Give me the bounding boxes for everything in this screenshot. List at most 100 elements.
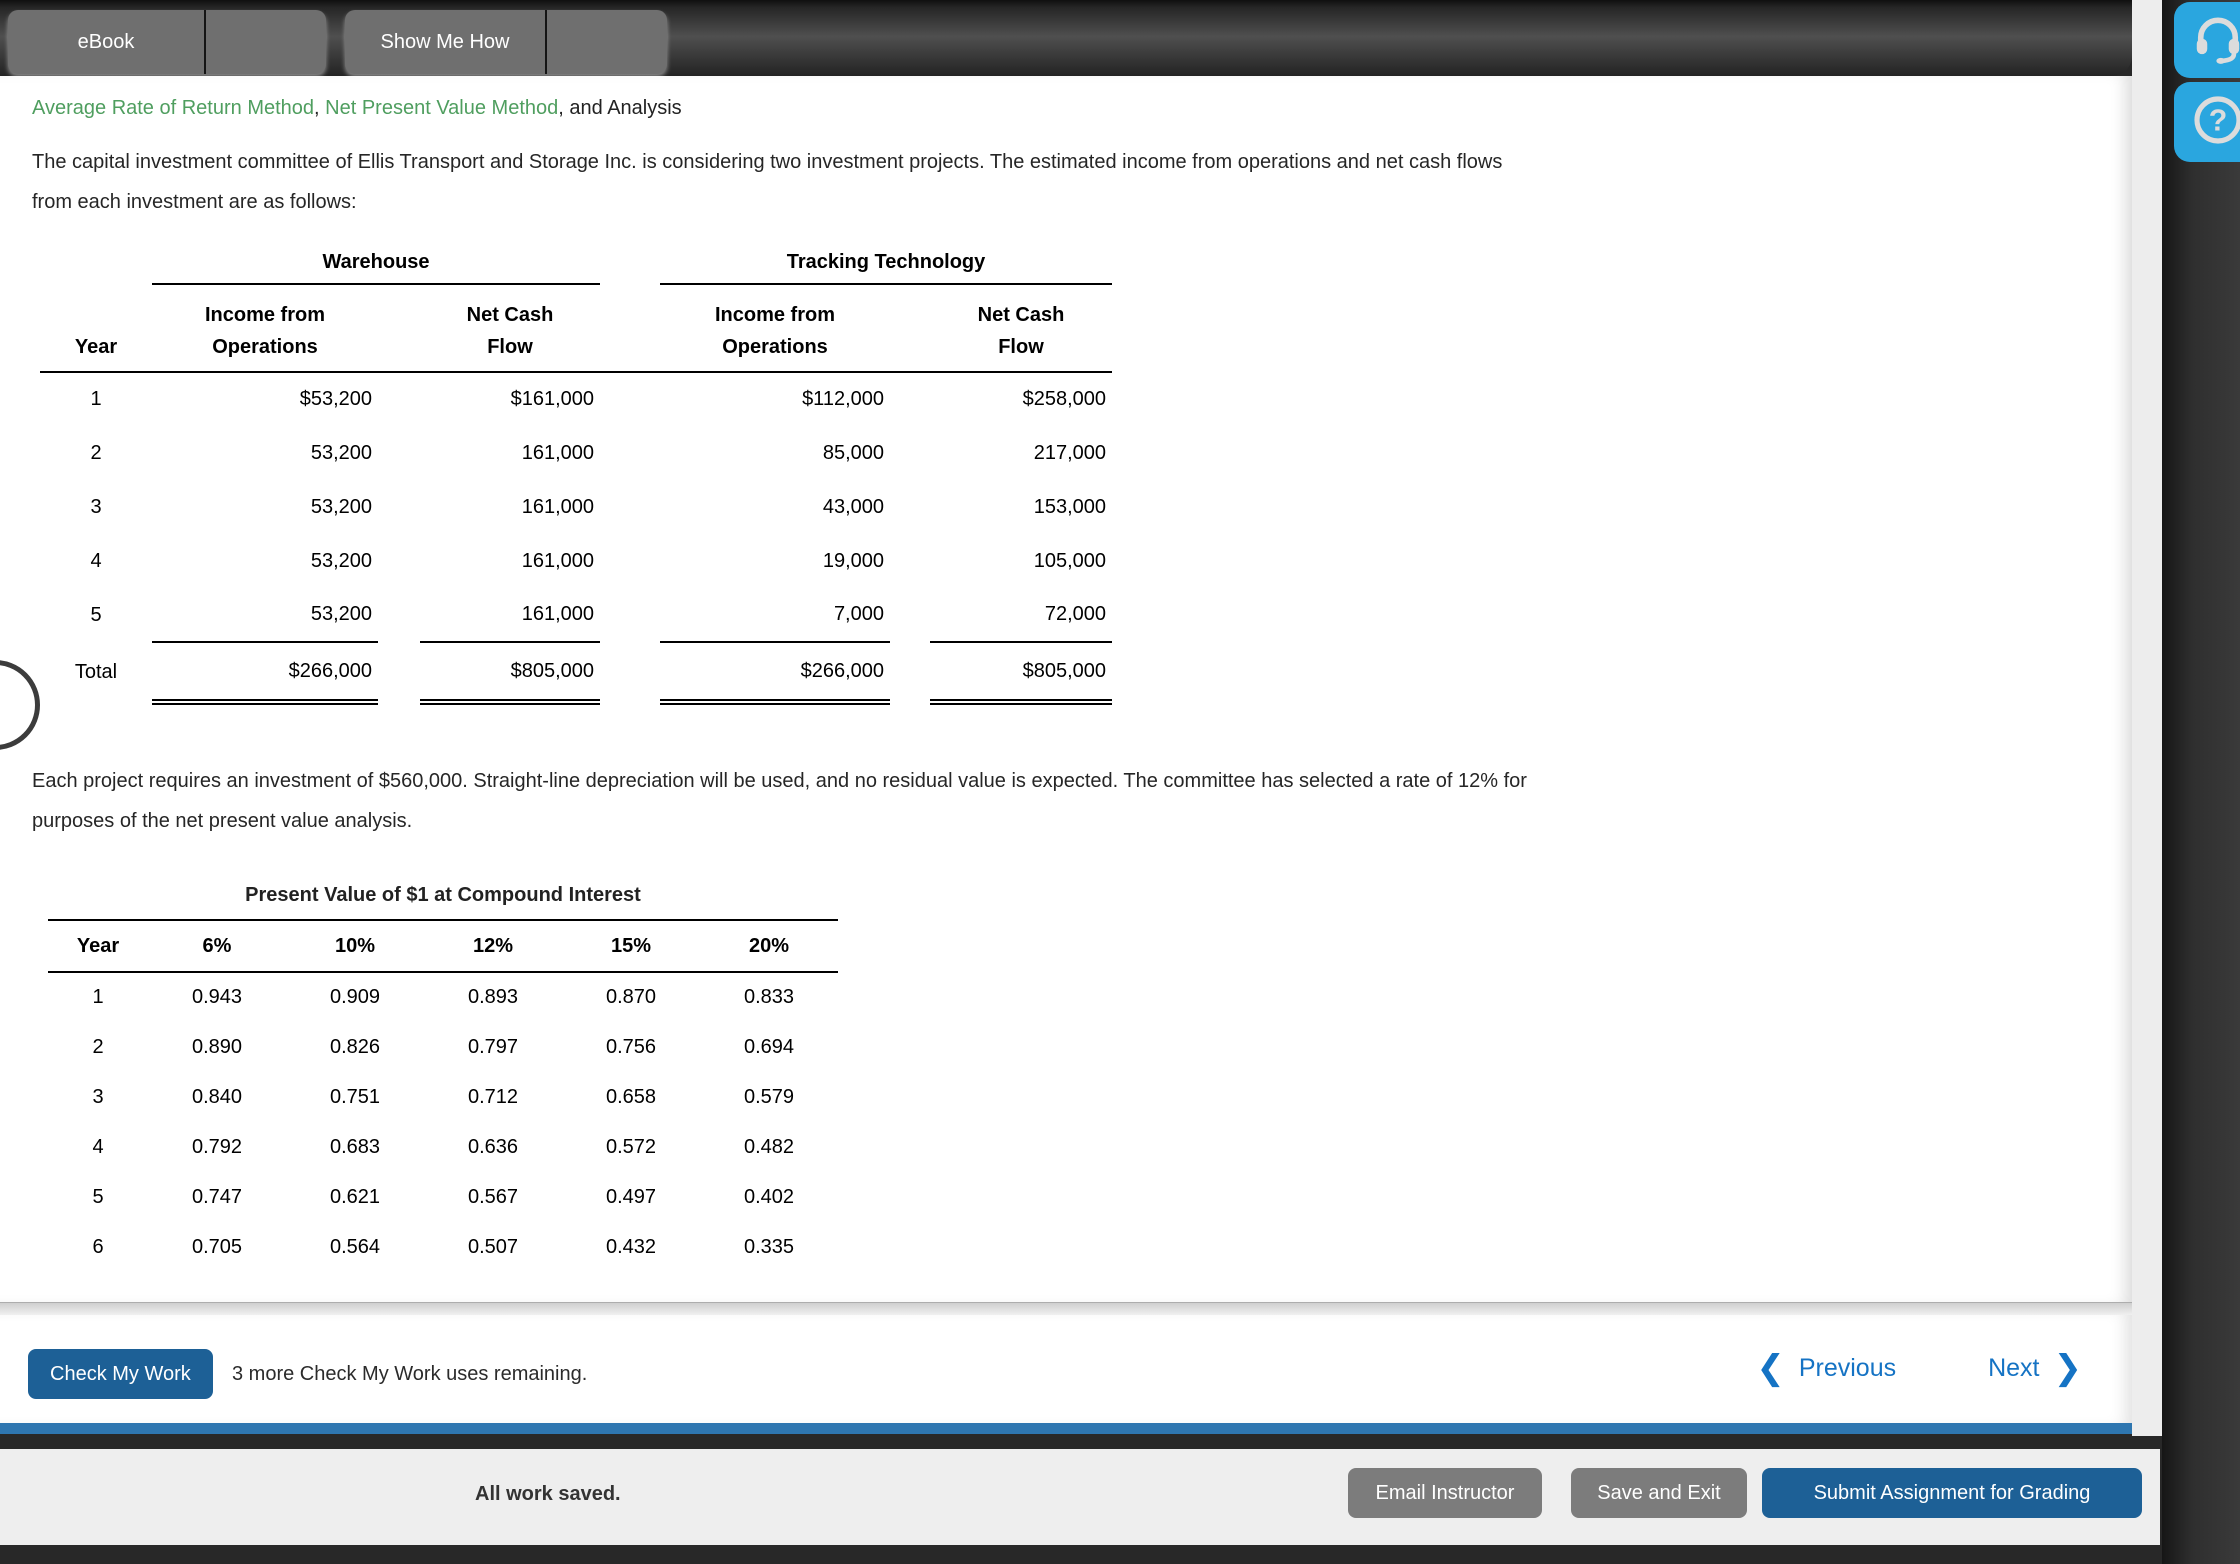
cashflow-group-header-row: Warehouse Tracking Technology: [40, 242, 1112, 284]
investment-line-2: purposes of the net present value analys…: [32, 810, 412, 832]
pv-row-year-5: 5 0.747 0.621 0.567 0.497 0.402: [48, 1172, 838, 1222]
cell-warehouse-income: $53,200: [152, 372, 378, 426]
total-label: Total: [40, 642, 152, 702]
pv-cell: 0.507: [424, 1222, 562, 1272]
cashflow-row-year-5: 5 53,200 161,000 7,000 72,000: [40, 588, 1112, 642]
link-net-present-value-method[interactable]: Net Present Value Method: [325, 97, 558, 119]
cell-warehouse-income: 53,200: [152, 534, 378, 588]
cell-tracking-ncf: 217,000: [930, 426, 1112, 480]
pv-row-year-3: 3 0.840 0.751 0.712 0.658 0.579: [48, 1072, 838, 1122]
tab-show-me-how[interactable]: Show Me How: [345, 10, 547, 74]
pv-cell: 0.797: [424, 1022, 562, 1072]
pv-cell: 0.840: [148, 1072, 286, 1122]
cashflow-column-header-row: Year Income fromOperations Net CashFlow …: [40, 284, 1112, 372]
col-header-tracking-income: Income fromOperations: [660, 284, 890, 372]
submit-assignment-button[interactable]: Submit Assignment for Grading: [1762, 1468, 2142, 1518]
pv-cell: 0.482: [700, 1122, 838, 1172]
blank-cell: [378, 284, 420, 372]
pv-cell: 0.497: [562, 1172, 700, 1222]
cell-warehouse-ncf: 161,000: [420, 588, 600, 642]
blank-cell: [600, 242, 660, 284]
cell-tracking-income: 19,000: [660, 534, 890, 588]
col-header-year: Year: [40, 284, 152, 372]
headset-icon: [2190, 10, 2240, 71]
task-footer: Check My Work 3 more Check My Work uses …: [0, 1315, 2132, 1423]
pv-cell: 0.826: [286, 1022, 424, 1072]
present-value-block: Present Value of $1 at Compound Interest…: [48, 881, 838, 1272]
cell-warehouse-ncf: 161,000: [420, 534, 600, 588]
title-separator-2: , and Analysis: [558, 97, 681, 119]
col-header-warehouse-ncf: Net CashFlow: [420, 284, 600, 372]
pv-header-year: Year: [48, 920, 148, 972]
pv-cell: 5: [48, 1172, 148, 1222]
present-value-table: Year 6% 10% 12% 15% 20% 1 0.943 0.909 0.…: [48, 919, 838, 1272]
pv-cell: 0.792: [148, 1122, 286, 1172]
tab-ebook[interactable]: eBook: [8, 10, 206, 74]
cell-year: 5: [40, 588, 152, 642]
cell-year: 3: [40, 480, 152, 534]
help-button[interactable]: ?: [2174, 82, 2240, 162]
pv-cell: 0.658: [562, 1072, 700, 1122]
present-value-table-title: Present Value of $1 at Compound Interest: [48, 881, 838, 909]
previous-button[interactable]: ❮ Previous: [1756, 1351, 1896, 1385]
tab-group-ebook: eBook: [8, 10, 326, 74]
pv-cell: 0.402: [700, 1172, 838, 1222]
frame-strip: [2132, 0, 2162, 1436]
cashflow-table: Warehouse Tracking Technology Year Incom…: [40, 242, 1112, 705]
pv-row-year-1: 1 0.943 0.909 0.893 0.870 0.833: [48, 972, 838, 1022]
cell-warehouse-ncf: 161,000: [420, 480, 600, 534]
pv-cell: 2: [48, 1022, 148, 1072]
blank-cell: [890, 284, 930, 372]
pv-cell: 0.567: [424, 1172, 562, 1222]
pv-cell: 0.909: [286, 972, 424, 1022]
cashflow-row-year-4: 4 53,200 161,000 19,000 105,000: [40, 534, 1112, 588]
blank-cell: [600, 284, 660, 372]
cell-tracking-income: 43,000: [660, 480, 890, 534]
cell-year: 2: [40, 426, 152, 480]
cell-tracking-ncf: 153,000: [930, 480, 1112, 534]
pv-header-10: 10%: [286, 920, 424, 972]
cell-tracking-ncf: 105,000: [930, 534, 1112, 588]
pv-cell: 0.747: [148, 1172, 286, 1222]
cell-warehouse-income: 53,200: [152, 480, 378, 534]
utility-sidebar: ?: [2162, 0, 2240, 1564]
next-button[interactable]: Next ❯: [1988, 1351, 2082, 1385]
pv-cell: 0.870: [562, 972, 700, 1022]
cashflow-total-row: Total $266,000 $805,000 $266,000 $805,00…: [40, 642, 1112, 702]
pv-cell: 0.833: [700, 972, 838, 1022]
support-headset-button[interactable]: [2174, 2, 2240, 78]
next-label: Next: [1988, 1354, 2039, 1383]
check-my-work-button[interactable]: Check My Work: [28, 1349, 213, 1399]
title-separator-1: ,: [314, 97, 325, 119]
email-instructor-button[interactable]: Email Instructor: [1348, 1468, 1542, 1518]
pv-cell: 0.432: [562, 1222, 700, 1272]
page-title: Average Rate of Return Method, Net Prese…: [32, 96, 2132, 120]
tab-ebook-extension[interactable]: [206, 10, 324, 74]
save-and-exit-button[interactable]: Save and Exit: [1571, 1468, 1747, 1518]
tab-show-me-how-extension[interactable]: [547, 10, 665, 74]
cell-warehouse-income: 53,200: [152, 426, 378, 480]
total-warehouse-ncf: $805,000: [420, 642, 600, 702]
svg-text:?: ?: [2209, 104, 2228, 137]
cell-tracking-ncf: 72,000: [930, 588, 1112, 642]
cell-tracking-income: $112,000: [660, 372, 890, 426]
cashflow-row-year-2: 2 53,200 161,000 85,000 217,000: [40, 426, 1112, 480]
cashflow-row-year-1: 1 $53,200 $161,000 $112,000 $258,000: [40, 372, 1112, 426]
total-tracking-ncf: $805,000: [930, 642, 1112, 702]
pv-cell: 0.712: [424, 1072, 562, 1122]
link-average-rate-of-return-method[interactable]: Average Rate of Return Method: [32, 97, 314, 119]
cell-warehouse-ncf: 161,000: [420, 426, 600, 480]
pv-row-year-2: 2 0.890 0.826 0.797 0.756 0.694: [48, 1022, 838, 1072]
pv-cell: 1: [48, 972, 148, 1022]
intro-paragraph: The capital investment committee of Elli…: [32, 142, 2132, 222]
pv-cell: 4: [48, 1122, 148, 1172]
intro-line-2: from each investment are as follows:: [32, 191, 357, 213]
pv-cell: 0.943: [148, 972, 286, 1022]
cell-tracking-ncf: $258,000: [930, 372, 1112, 426]
content-scroll-divider: [0, 1302, 2132, 1315]
col-header-warehouse-income: Income fromOperations: [152, 284, 378, 372]
cell-warehouse-income: 53,200: [152, 588, 378, 642]
pv-cell: 0.579: [700, 1072, 838, 1122]
chevron-right-icon: ❯: [2054, 1351, 2083, 1385]
pv-cell: 0.564: [286, 1222, 424, 1272]
